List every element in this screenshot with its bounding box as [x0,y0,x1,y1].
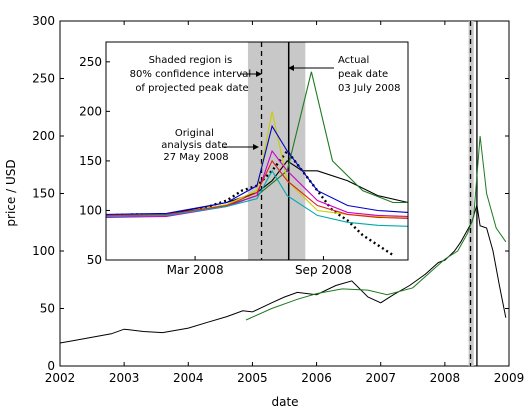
arrow-head-actual-peak [288,65,294,71]
main-series-group [59,135,507,344]
annotation-shaded-region: Shaded region is 80% confidence interval… [130,55,255,94]
inset-chart: 50 100 150 200 250 Mar 2008 Sep 2008 Shaded re… [79,41,409,277]
x-axis-label: date [271,395,298,409]
inset-y-tick-label: 100 [79,203,102,217]
y-tick-label: 0 [47,359,55,373]
x-tick-label: 2003 [109,371,140,385]
y-axis-label: price / USD [4,159,18,226]
y-tick-label: 150 [32,187,55,201]
y-tick-label: 50 [40,302,55,316]
x-tick-label: 2009 [494,371,525,385]
x-tick-label: 2006 [301,371,332,385]
main-ticks-group: 2002 2003 2004 2005 2006 2007 2008 2009 0 50 100 15… [32,14,524,385]
inset-y-tick-label: 50 [87,253,102,267]
annotation-actual-peak: Actual peak date 03 July 2008 [338,55,401,94]
arrow-head-shaded-region [256,71,262,77]
x-tick-label: 2005 [237,371,268,385]
y-tick-label: 300 [32,14,55,28]
inset-ticks-group: 50 100 150 200 250 Mar 2008 Sep 2008 [79,55,352,277]
x-tick-label: 2002 [45,371,76,385]
x-tick-label: 2008 [430,371,461,385]
arrow-head-analysis-date [253,144,259,150]
inset-y-tick-label: 250 [79,55,102,69]
x-tick-label: 2007 [365,371,396,385]
inset-confidence-region [247,42,306,260]
y-tick-label: 200 [32,129,55,143]
inset-series-line-7 [105,169,409,227]
y-tick-label: 250 [32,72,55,86]
y-tick-label: 100 [32,244,55,258]
inset-series-line-4 [105,124,409,215]
inset-x-tick-label: Sep 2008 [295,263,352,277]
inset-x-tick-label: Mar 2008 [167,263,224,277]
inset-y-tick-label: 200 [79,104,102,118]
inset-frame [105,41,409,261]
x-tick-label: 2004 [173,371,204,385]
annotation-analysis-date: Original analysis date 27 May 2008 [161,128,230,163]
inset-series-group [105,71,409,257]
inset-series-line-6 [105,159,409,219]
main-series-line-1 [245,135,507,321]
inset-y-tick-label: 150 [79,154,102,168]
